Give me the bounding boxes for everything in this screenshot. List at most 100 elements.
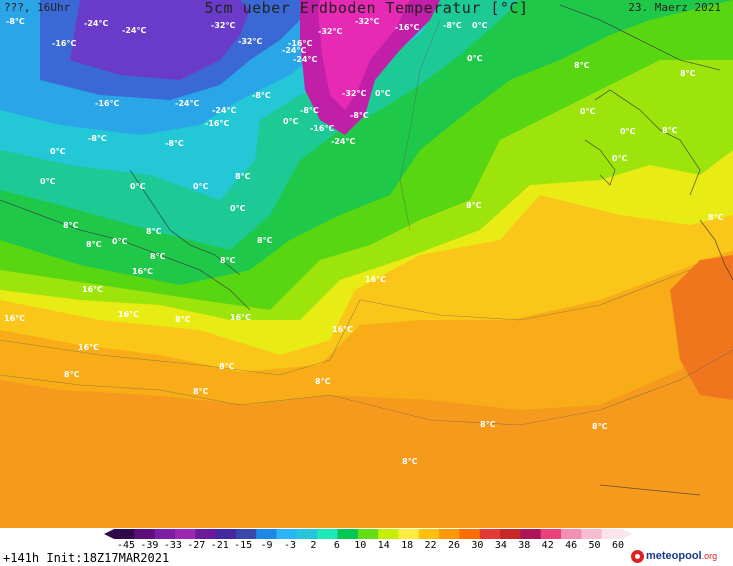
color-scale-segment <box>601 529 623 539</box>
isotherm-label: 8°C <box>708 213 724 222</box>
isotherm-label: 0°C <box>130 182 146 191</box>
isotherm-label: 0°C <box>50 147 66 156</box>
color-scale-segment <box>195 529 217 539</box>
isotherm-label: -16°C <box>95 99 120 108</box>
isotherm-label: 8°C <box>150 252 166 261</box>
isotherm-label: -32°C <box>318 27 343 36</box>
color-scale-bar <box>104 529 632 539</box>
meteopool-logo-icon <box>631 549 644 563</box>
isotherm-label: 0°C <box>375 89 391 98</box>
isotherm-label: -8°C <box>165 139 184 148</box>
color-scale-tick: -27 <box>187 540 206 551</box>
color-scale-tick: 2 <box>310 540 317 551</box>
isotherm-label: 8°C <box>235 172 251 181</box>
isotherm-label: -8°C <box>443 21 462 30</box>
color-scale-segment <box>276 529 298 539</box>
isotherm-label: -32°C <box>342 89 367 98</box>
isotherm-label: -24°C <box>282 46 307 55</box>
isotherm-label: 16°C <box>230 313 252 322</box>
color-scale-segment <box>540 529 562 539</box>
color-scale-tick: 42 <box>541 540 554 551</box>
isotherm-label: 8°C <box>86 240 102 249</box>
isotherm-label: 0°C <box>467 54 483 63</box>
color-scale-segment <box>337 529 359 539</box>
isotherm-label: 0°C <box>612 154 628 163</box>
color-scale-tick: -39 <box>140 540 159 551</box>
map-title: 5cm ueber Erdboden Temperatur [°C] <box>204 0 529 17</box>
color-scale-tick: -9 <box>260 540 273 551</box>
color-scale-tick: 22 <box>424 540 437 551</box>
color-scale-segment <box>418 529 440 539</box>
isotherm-label: -16°C <box>52 39 77 48</box>
forecast-time-label: ???, 16Uhr <box>4 1 71 14</box>
run-info: +141h Init:18Z17MAR2021 <box>3 551 170 565</box>
map-band-m21 <box>70 0 250 80</box>
forecast-date: 23. Maerz 2021 <box>628 1 721 14</box>
isotherm-label: -8°C <box>300 106 319 115</box>
color-scale-segment <box>398 529 420 539</box>
color-scale-segment <box>134 529 156 539</box>
color-scale-tick: -21 <box>210 540 229 551</box>
isotherm-label: 8°C <box>402 457 418 466</box>
isotherm-label: 0°C <box>472 21 488 30</box>
color-scale-segment <box>174 529 196 539</box>
isotherm-label: 8°C <box>193 387 209 396</box>
color-scale-tick: 6 <box>333 540 340 551</box>
color-scale-segment <box>520 529 542 539</box>
isotherm-label: 8°C <box>220 256 236 265</box>
color-scale-tick: 60 <box>611 540 625 551</box>
isotherm-label: 8°C <box>315 377 331 386</box>
isotherm-label: 16°C <box>78 343 100 352</box>
color-scale-arrow-left <box>104 529 114 539</box>
color-scale-segment <box>114 529 135 539</box>
color-scale-tick: -33 <box>163 540 182 551</box>
isotherm-label: 0°C <box>230 204 246 213</box>
isotherm-label: -32°C <box>238 37 263 46</box>
color-scale-tick: 46 <box>565 540 578 551</box>
color-scale-ticks: -45 -39 -33 -27 -21 -15 -9 -3 2 6 10 14 18 22 26 30 34 38… <box>0 540 733 554</box>
isotherm-label: 8°C <box>146 227 162 236</box>
isotherm-label: 8°C <box>219 362 235 371</box>
isotherm-label: 0°C <box>283 117 299 126</box>
map-footer: -45 -39 -33 -27 -21 -15 -9 -3 2 6 10 14 18 22 26 30 34 38… <box>0 528 733 566</box>
meteopool-logo-text: meteopool.org <box>646 550 717 562</box>
isotherm-label: -16°C <box>310 124 335 133</box>
map-isolines <box>0 19 733 426</box>
isotherm-label: -24°C <box>175 99 200 108</box>
color-scale-segment <box>459 529 481 539</box>
color-scale-tick: 30 <box>471 540 484 551</box>
color-scale-segment <box>378 529 399 539</box>
isotherm-label: 8°C <box>480 420 496 429</box>
isotherm-label: 16°C <box>4 314 26 323</box>
isotherm-label: -24°C <box>293 55 318 64</box>
color-scale-tick: 50 <box>588 540 601 551</box>
color-scale-segment <box>357 529 379 539</box>
map-greenland-deep <box>318 0 410 110</box>
isotherm-label: -8°C <box>350 111 369 120</box>
meteopool-logo[interactable]: meteopool.org <box>631 548 717 564</box>
isotherm-label: 8°C <box>175 315 191 324</box>
isotherm-label: 8°C <box>64 370 80 379</box>
logo-domain: .org <box>701 551 718 561</box>
color-scale-segment <box>581 529 603 539</box>
isotherm-label: -16°C <box>395 23 420 32</box>
isotherm-label: 8°C <box>257 236 273 245</box>
color-scale-tick: -15 <box>234 540 253 551</box>
isotherm-label: 8°C <box>466 201 482 210</box>
color-scale-tick: -45 <box>116 540 136 551</box>
isotherm-label: 0°C <box>580 107 596 116</box>
color-scale-tick: 14 <box>377 540 390 551</box>
temperature-map <box>0 0 733 528</box>
color-scale-segment <box>215 529 237 539</box>
isotherm-label: -24°C <box>212 106 237 115</box>
isotherm-label: -8°C <box>6 17 25 26</box>
isotherm-label: -24°C <box>122 26 147 35</box>
logo-brand: meteopool <box>646 550 702 562</box>
isotherm-label: -16°C <box>288 39 313 48</box>
map-iberia-warm <box>670 255 733 400</box>
isotherm-label: 0°C <box>112 237 128 246</box>
isotherm-label: 0°C <box>40 177 56 186</box>
color-scale-tick: 26 <box>447 540 461 551</box>
color-scale-segment <box>561 529 582 539</box>
isotherm-label: -24°C <box>84 19 109 28</box>
